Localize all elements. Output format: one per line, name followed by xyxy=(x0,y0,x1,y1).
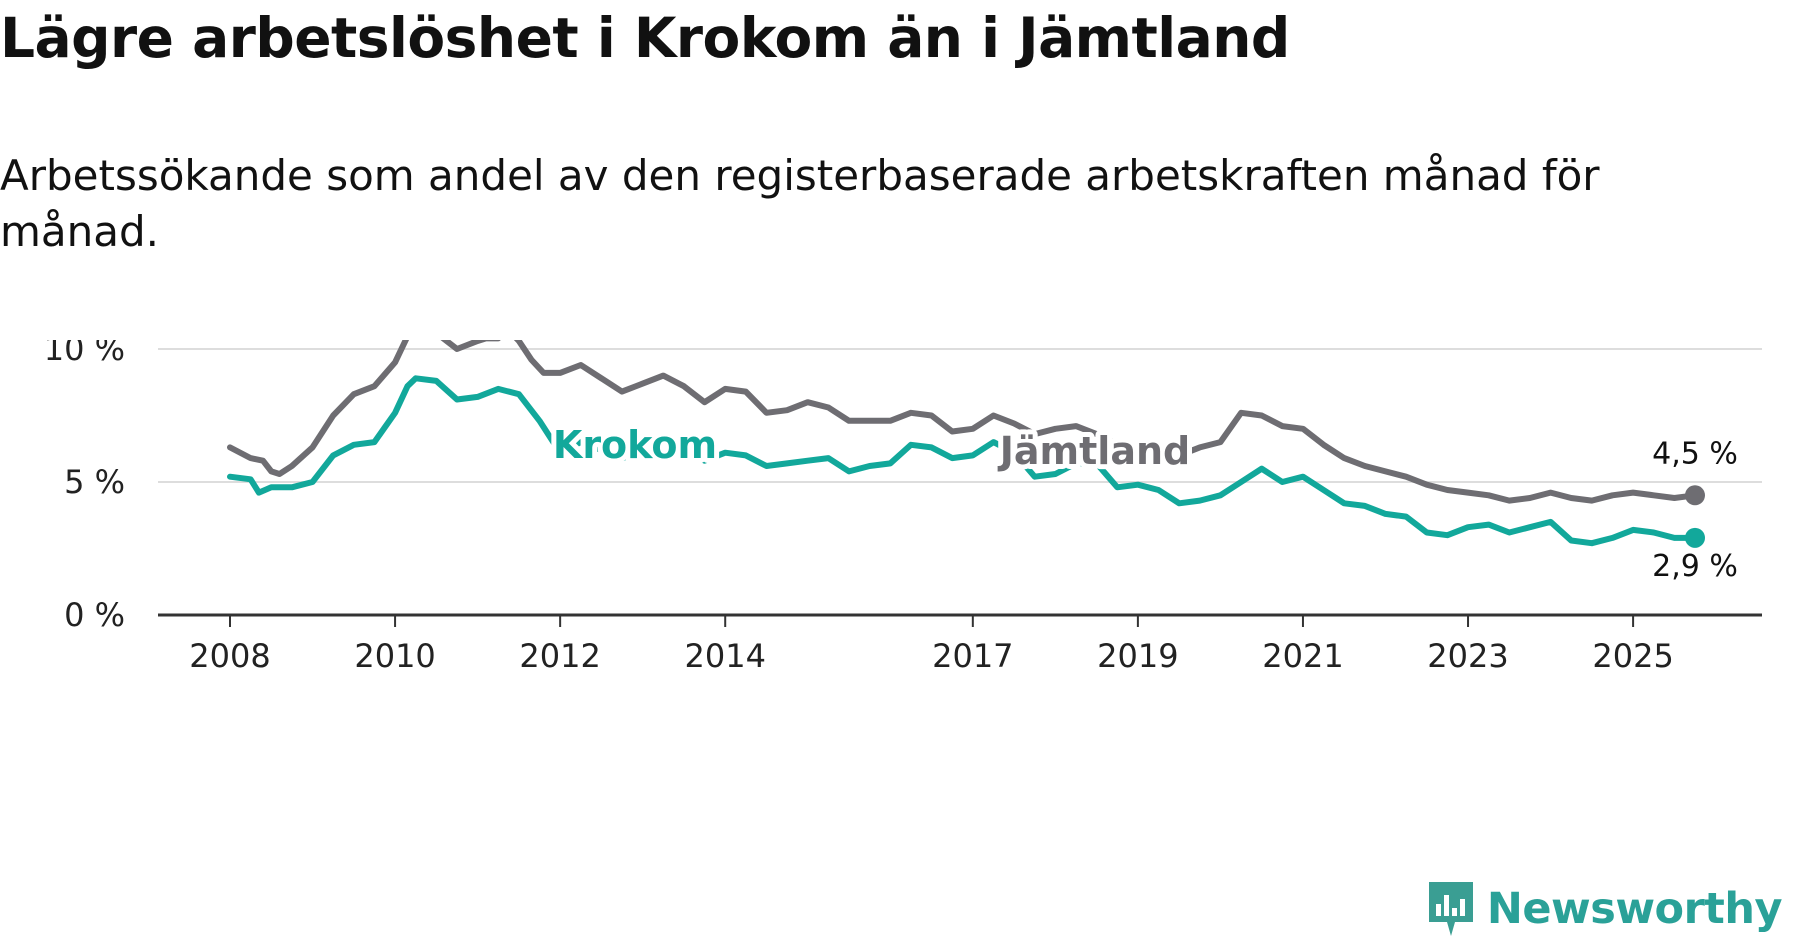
x-tick-label: 2017 xyxy=(932,637,1013,675)
series-label: Jämtland xyxy=(997,429,1190,473)
x-axis: 2008 2010 2012 2014 2017 2019 2021 2023 2025 xyxy=(158,613,1762,675)
chart-subtitle: Arbetssökande som andel av den registerb… xyxy=(0,151,1600,256)
end-value-label: 2,9 % xyxy=(1652,549,1738,584)
end-point-jamtland xyxy=(1685,485,1705,506)
end-point-krokom xyxy=(1685,527,1705,548)
series-line-krokom xyxy=(227,375,1698,547)
series-line-jamtland xyxy=(227,340,1698,504)
line-chart: 0 %5 %10 % 2008 2010 2012 2014 2017 2019 2021 2… xyxy=(44,340,1762,675)
x-tick-label: 2025 xyxy=(1592,637,1673,675)
x-tick-label: 2012 xyxy=(519,637,600,675)
y-tick-label: 5 % xyxy=(64,463,125,501)
gridlines xyxy=(158,348,1762,483)
brand-name: Newsworthy xyxy=(1486,884,1783,934)
brand-logo: Newsworthy xyxy=(1427,880,1783,938)
y-tick-label: 10 % xyxy=(44,340,125,368)
series-label: Krokom xyxy=(553,423,717,467)
end-value-label: 4,5 % xyxy=(1652,436,1738,471)
x-tick-label: 2010 xyxy=(354,637,435,675)
newsworthy-icon xyxy=(1428,882,1473,936)
x-tick-label: 2014 xyxy=(684,637,765,675)
x-tick-label: 2023 xyxy=(1427,637,1508,675)
x-tick-label: 2019 xyxy=(1097,637,1178,675)
y-axis-ticks: 0 % 5 % 10 % xyxy=(44,340,125,634)
series-lines xyxy=(227,340,1705,548)
y-tick-label: 0 % xyxy=(64,596,125,634)
x-tick-label: 2008 xyxy=(189,637,270,675)
series-labels: Jämtland 4,5 % Krokom 2,9 % xyxy=(548,418,1742,588)
x-tick-label: 2021 xyxy=(1262,637,1343,675)
chart-title: Lägre arbetslöshet i Krokom än i Jämtlan… xyxy=(0,6,1290,70)
